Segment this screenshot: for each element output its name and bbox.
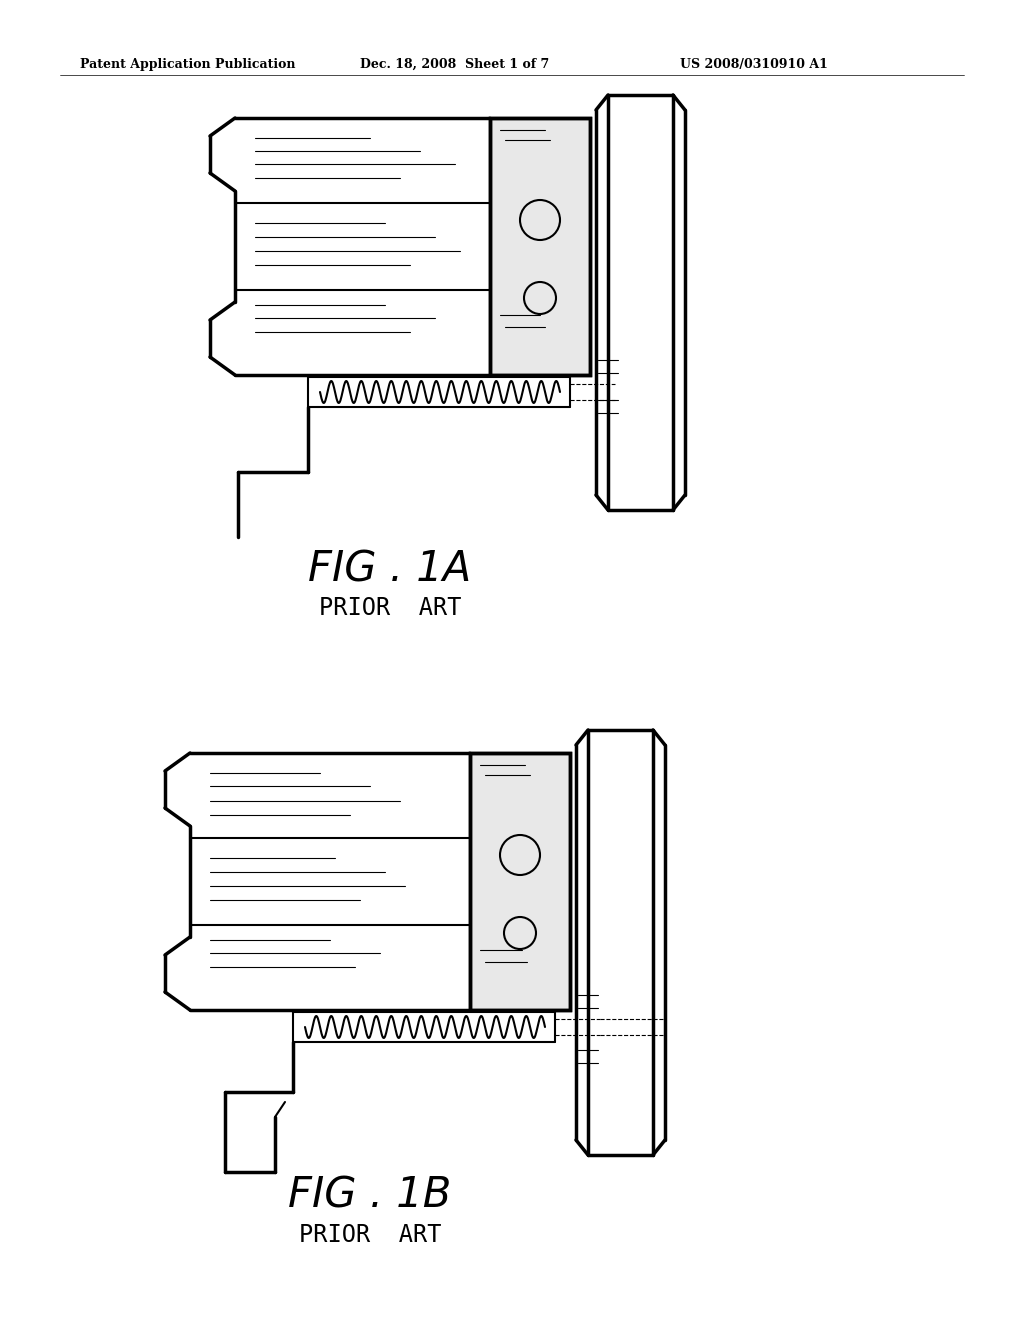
Bar (470, 752, 570, 1010)
Text: Patent Application Publication: Patent Application Publication (80, 58, 296, 71)
Text: FIG . 1A: FIG . 1A (308, 548, 472, 590)
Bar (470, 752, 570, 1010)
Text: US 2008/0310910 A1: US 2008/0310910 A1 (680, 58, 827, 71)
Bar (490, 117, 590, 375)
Text: PRIOR  ART: PRIOR ART (299, 1224, 441, 1247)
Bar (490, 117, 590, 375)
Text: FIG . 1B: FIG . 1B (289, 1175, 452, 1217)
Text: Dec. 18, 2008  Sheet 1 of 7: Dec. 18, 2008 Sheet 1 of 7 (360, 58, 549, 71)
Text: PRIOR  ART: PRIOR ART (318, 597, 461, 620)
